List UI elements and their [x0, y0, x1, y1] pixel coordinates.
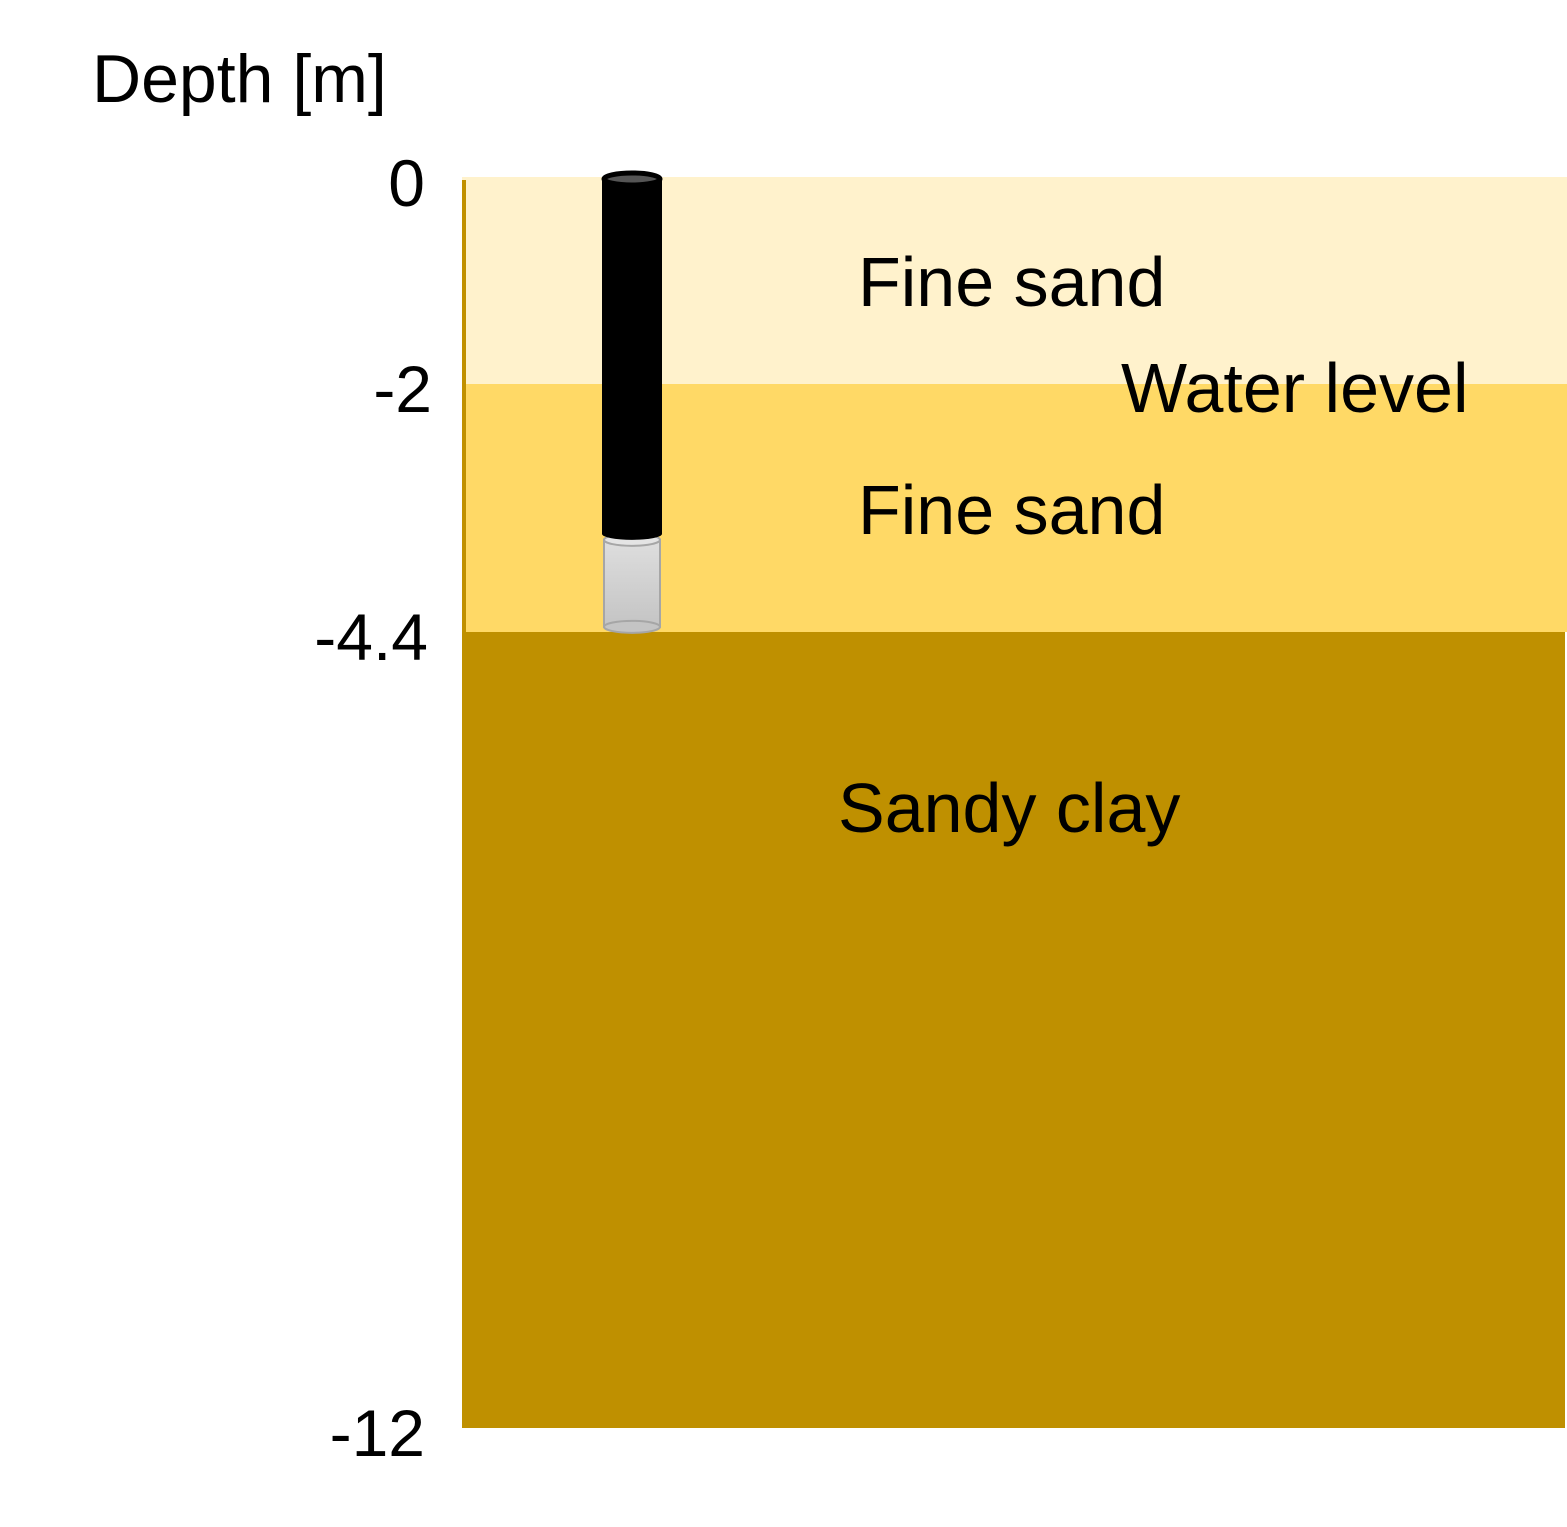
layer-label-fine-sand-lower: Fine sand	[858, 471, 1165, 549]
water-level-label: Water level	[1121, 349, 1469, 427]
well-casing	[601, 170, 663, 540]
axis-title: Depth [m]	[92, 41, 387, 117]
tick-label-1: -2	[373, 352, 432, 426]
layer-label-sandy-clay: Sandy clay	[838, 769, 1180, 847]
tick-label-2: -4.4	[314, 600, 428, 674]
layer-label-fine-sand-upper: Fine sand	[858, 243, 1165, 321]
tick-label-3: -12	[330, 1396, 425, 1470]
layer-sandy-clay	[462, 632, 1565, 1428]
tick-label-0: 0	[388, 146, 425, 220]
well-screen	[603, 532, 661, 634]
